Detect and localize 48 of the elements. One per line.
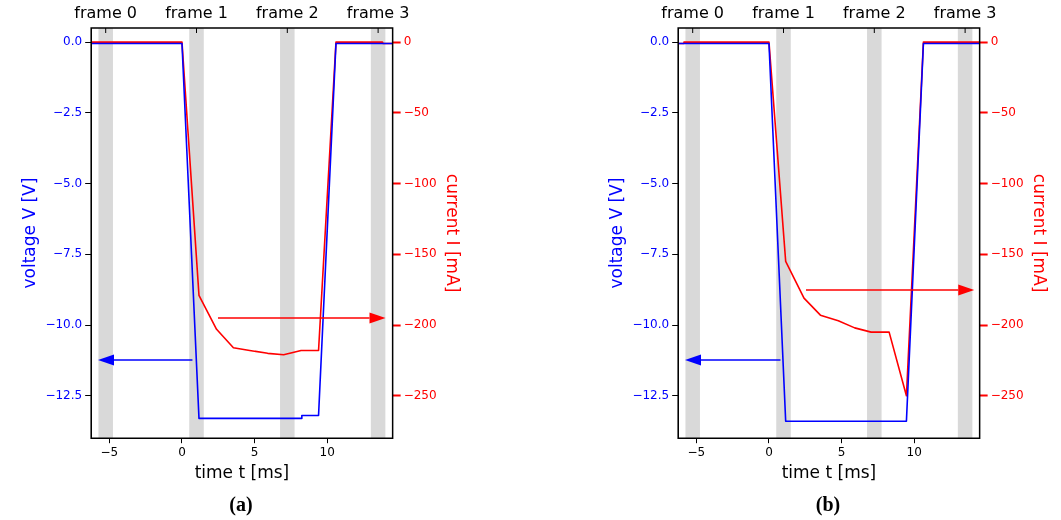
- text: (b): [815, 493, 841, 517]
- x-axis-title: time t [ms]: [781, 462, 877, 483]
- y2-tick-label: −150: [990, 246, 1024, 261]
- y2-axis-title: current I [mA]: [443, 173, 464, 293]
- band-label: frame 2: [255, 3, 319, 23]
- x-tick-label: 0: [178, 444, 186, 459]
- y2-tick-label: 0: [403, 34, 412, 49]
- x-tick-label: 5: [837, 444, 846, 459]
- y-tick-label: −12.5: [45, 387, 83, 402]
- y-tick-label: −10.0: [45, 317, 83, 332]
- y-tick-label: −2.5: [640, 104, 670, 119]
- y2-tick-label: −150: [403, 246, 437, 261]
- y-tick-label: −7.5: [640, 246, 670, 261]
- x-tick-label: −5: [687, 444, 706, 459]
- x-tick-label: −5: [100, 444, 119, 459]
- band-label: frame 1: [752, 3, 815, 23]
- band-label: frame 3: [346, 3, 410, 23]
- band-label: frame 3: [933, 3, 997, 23]
- x-tick-label: 10: [906, 444, 922, 459]
- band-label: frame 0: [74, 3, 138, 23]
- y-tick-label: 0.0: [63, 34, 83, 49]
- y-tick-label: −5.0: [640, 175, 670, 190]
- y2-tick-label: −250: [403, 387, 437, 402]
- x-axis-title: time t [ms]: [194, 462, 290, 483]
- x-tick-label: 10: [319, 444, 335, 459]
- y2-tick-label: 0: [990, 34, 999, 49]
- x-tick-label: 0: [765, 444, 773, 459]
- y2-tick-label: −50: [990, 104, 1016, 119]
- band-label: frame 1: [165, 3, 228, 23]
- y2-tick-label: −50: [403, 104, 429, 119]
- y2-axis-title: current I [mA]: [1030, 173, 1051, 293]
- y2-tick-label: −200: [403, 317, 437, 332]
- text: (a): [229, 493, 253, 517]
- y-axis-title: voltage V [V]: [18, 177, 39, 289]
- y2-tick-label: −250: [990, 387, 1024, 402]
- y-tick-label: 0.0: [650, 34, 670, 49]
- y-axis-title: voltage V [V]: [605, 177, 626, 289]
- y-tick-label: −5.0: [53, 175, 83, 190]
- x-tick-label: 5: [250, 444, 259, 459]
- y2-tick-label: −100: [403, 175, 437, 190]
- y2-tick-label: −200: [990, 317, 1024, 332]
- y2-tick-label: −100: [990, 175, 1024, 190]
- band-label: frame 2: [842, 3, 906, 23]
- y-tick-label: −12.5: [632, 387, 670, 402]
- band-label: frame 0: [661, 3, 725, 23]
- y-tick-label: −2.5: [53, 104, 83, 119]
- y-tick-label: −10.0: [632, 317, 670, 332]
- y-tick-label: −7.5: [53, 246, 83, 261]
